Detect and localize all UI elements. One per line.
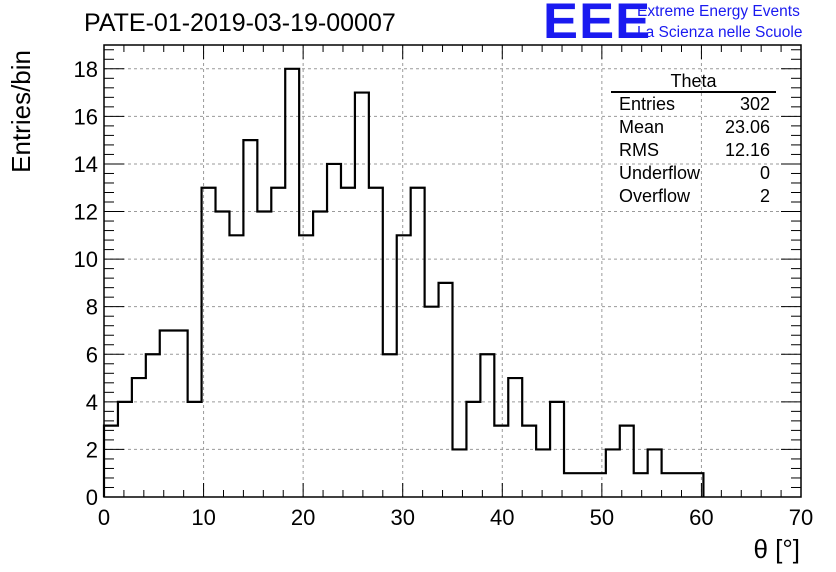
histogram-bin (453, 449, 467, 497)
histogram-bin (132, 378, 146, 497)
x-tick-label: 70 (789, 505, 813, 530)
histogram-bin (355, 93, 369, 497)
y-axis: 0 2 4 6 8 10 12 14 16 18 (74, 49, 801, 510)
histogram-bin (174, 330, 188, 497)
stats-row: Mean 23.06 (611, 116, 776, 139)
stats-label: Mean (619, 117, 665, 137)
y-axis-label: Entries/bin (6, 50, 36, 173)
histogram-bin (494, 426, 508, 497)
histogram-bin (564, 473, 578, 497)
histogram-bin (160, 330, 174, 497)
histogram-bin (299, 235, 313, 497)
x-tick-label: 10 (191, 505, 215, 530)
histogram-bin (634, 473, 648, 497)
histogram-bin (676, 473, 690, 497)
histogram-bin (397, 235, 411, 497)
stats-value: 0 (759, 163, 770, 183)
histogram-bin (285, 69, 299, 497)
stats-value: 302 (739, 94, 770, 114)
y-tick-label: 8 (86, 295, 98, 320)
histogram-bin (550, 402, 564, 497)
stats-row: Overflow 2 (611, 185, 776, 208)
y-tick-label: 0 (86, 485, 98, 510)
y-tick-label: 10 (74, 247, 98, 272)
stats-value: 2 (759, 186, 770, 206)
histogram-bin (104, 426, 118, 497)
histogram-bin (229, 235, 243, 497)
x-tick-label: 30 (390, 505, 414, 530)
x-tick-label: 0 (98, 505, 110, 530)
histogram-line (102, 67, 705, 497)
stats-value: 12.16 (724, 140, 770, 160)
histogram-bin (536, 449, 550, 497)
histogram-bin (216, 212, 230, 497)
histogram-bin (466, 402, 480, 497)
histogram-bin (202, 188, 216, 497)
y-tick-label: 2 (86, 437, 98, 462)
histogram-bin (606, 449, 620, 497)
histogram-bin (578, 473, 592, 497)
x-tick-label: 50 (590, 505, 614, 530)
histogram-bin (648, 449, 662, 497)
histogram-bin (620, 426, 634, 497)
histogram-bin (662, 473, 676, 497)
x-tick-label: 40 (490, 505, 514, 530)
plot-frame (103, 44, 802, 498)
x-axis: 0 10 20 30 40 50 60 70 (98, 45, 813, 530)
stats-value: 23.06 (724, 117, 770, 137)
histogram-series (102, 67, 705, 497)
x-tick-label: 20 (291, 505, 315, 530)
y-tick-label: 6 (86, 342, 98, 367)
stats-row: Entries 302 (611, 93, 776, 116)
y-tick-label: 18 (74, 57, 98, 82)
stats-box: Theta Entries 302 Mean 23.06 RMS 12.16 U… (611, 71, 776, 208)
histogram-bin (313, 212, 327, 497)
histogram-bin (271, 188, 285, 497)
histogram-bin (369, 188, 383, 497)
histogram-bin (592, 473, 606, 497)
chart-title: PATE-01-2019-03-19-00007 (84, 9, 396, 37)
eee-logo: EEE (543, 0, 652, 49)
org-subtitle: La Scienza nelle Scuole (637, 24, 803, 41)
histogram-bin (257, 212, 271, 497)
stats-label: Underflow (619, 163, 701, 183)
stats-label: Entries (619, 94, 676, 114)
stats-label: Overflow (619, 186, 691, 206)
x-tick-label: 60 (689, 505, 713, 530)
stats-label: RMS (619, 140, 659, 160)
histogram-bin (508, 378, 522, 497)
histogram-bin (425, 307, 439, 497)
stats-title: Theta (611, 71, 776, 93)
histogram-bin (522, 426, 536, 497)
histogram-bin (411, 188, 425, 497)
histogram-bin (146, 354, 160, 497)
histogram-bin (439, 283, 453, 497)
histogram-bin (341, 188, 355, 497)
org-name: Extreme Energy Events (637, 3, 800, 20)
x-axis-label: θ [°] (753, 534, 800, 564)
histogram-bin (243, 140, 257, 497)
histogram-bin (383, 354, 397, 497)
y-tick-label: 16 (74, 104, 98, 129)
y-tick-label: 12 (74, 200, 98, 225)
histogram-bin (327, 164, 341, 497)
histogram-bin (480, 354, 494, 497)
stats-row: Underflow 0 (611, 162, 776, 185)
histogram-bin (188, 402, 202, 497)
y-tick-label: 14 (74, 152, 98, 177)
y-tick-label: 4 (86, 390, 98, 415)
stats-row: RMS 12.16 (611, 139, 776, 162)
